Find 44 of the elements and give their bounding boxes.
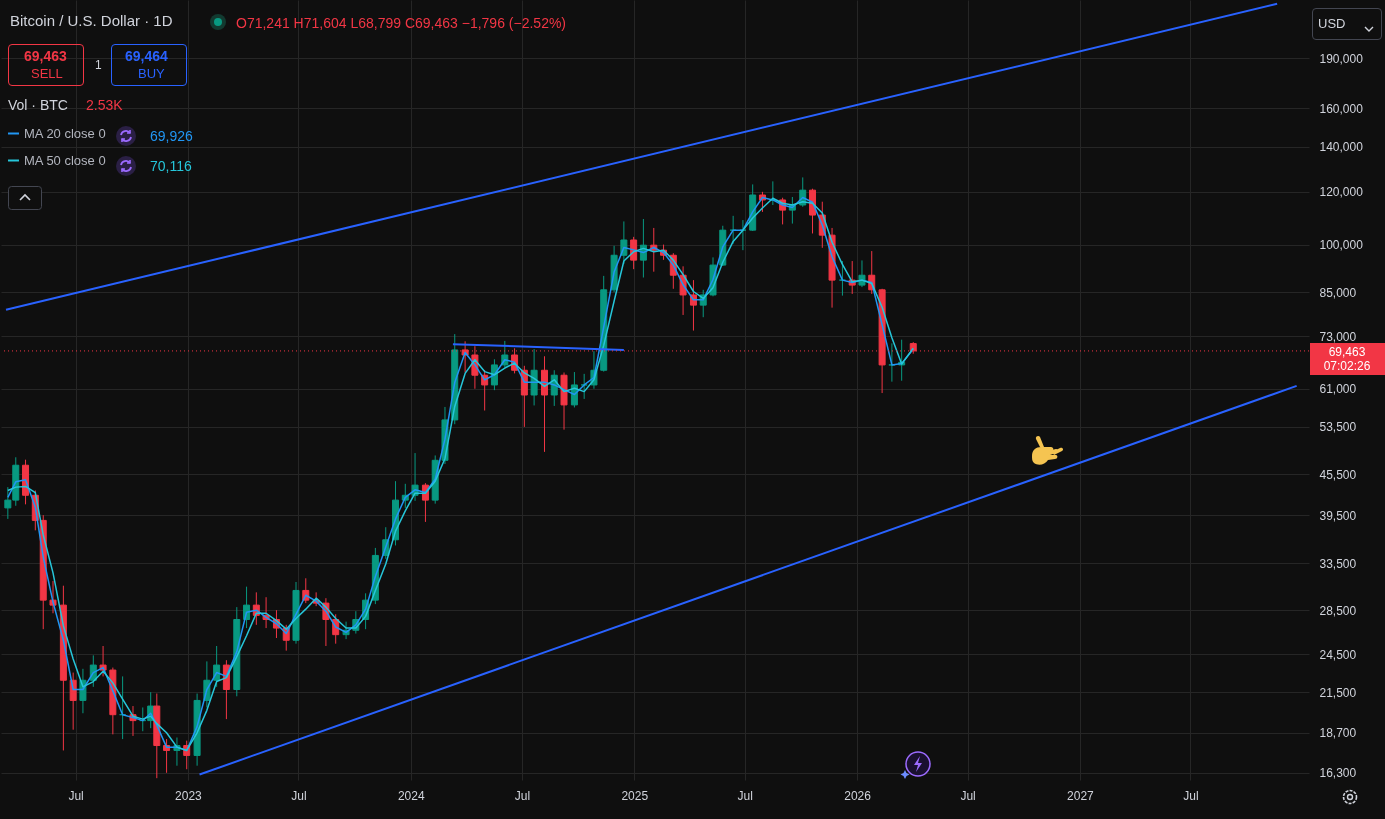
x-tick-label: 2024: [397, 788, 425, 803]
text: 07:02:26: [1323, 358, 1371, 373]
x-tick-label: 2025: [621, 788, 649, 803]
x-tick-label: Jul: [960, 788, 976, 803]
y-tick-label: 24,500: [1319, 647, 1357, 662]
y-tick-label: 140,000: [1319, 140, 1364, 155]
y-tick-label: 21,500: [1319, 685, 1357, 700]
y-tick-label: 33,500: [1319, 556, 1357, 571]
y-tick-label: 160,000: [1319, 101, 1364, 116]
y-tick-label: 61,000: [1319, 382, 1357, 397]
annotation: SELL: [31, 66, 63, 82]
annotation: 69,926: [150, 128, 193, 144]
annotation: O71,241 H71,604 L68,799 C69,463 −1,796 (−2.52%): [236, 15, 567, 31]
text: Bitcoin / U.S. Dollar · 1D: [10, 12, 173, 29]
ref-line-label: 69,463: [1328, 344, 1366, 359]
x-tick-label: Jul: [291, 788, 307, 803]
x-tick-label: Jul: [737, 788, 753, 803]
x-tick-label: Jul: [514, 788, 531, 803]
annotation: Vol · BTC: [8, 97, 68, 113]
annotation: 70,116: [150, 158, 192, 174]
legend-label: MA 20 close 0: [24, 125, 106, 141]
y-tick-label: 73,000: [1319, 329, 1357, 344]
x-tick-label: 2027: [1067, 788, 1095, 803]
annotation: 2.53K: [86, 97, 123, 113]
text: USD: [1318, 16, 1346, 32]
annotation: 69,464: [125, 48, 168, 64]
x-tick-label: Jul: [68, 788, 84, 803]
y-tick-label: 100,000: [1319, 238, 1364, 253]
legend-label: MA 50 close 0: [24, 152, 106, 168]
y-tick-label: 39,500: [1319, 508, 1357, 523]
y-tick-label: 85,000: [1319, 285, 1357, 300]
x-tick-label: 2026: [844, 788, 872, 803]
annotation: 69,463: [24, 48, 67, 64]
y-tick-label: 28,500: [1319, 603, 1357, 618]
y-tick-label: 120,000: [1319, 185, 1364, 200]
y-tick-label: 16,300: [1319, 766, 1357, 781]
y-tick-label: 45,500: [1319, 467, 1357, 482]
annotation: BUY: [138, 66, 165, 82]
annotation: 1: [95, 57, 102, 73]
y-tick-label: 53,500: [1319, 420, 1357, 435]
x-tick-label: Jul: [1183, 788, 1199, 803]
x-tick-label: 2023: [175, 788, 203, 803]
y-tick-label: 18,700: [1319, 726, 1357, 741]
y-tick-label: 190,000: [1319, 51, 1364, 66]
